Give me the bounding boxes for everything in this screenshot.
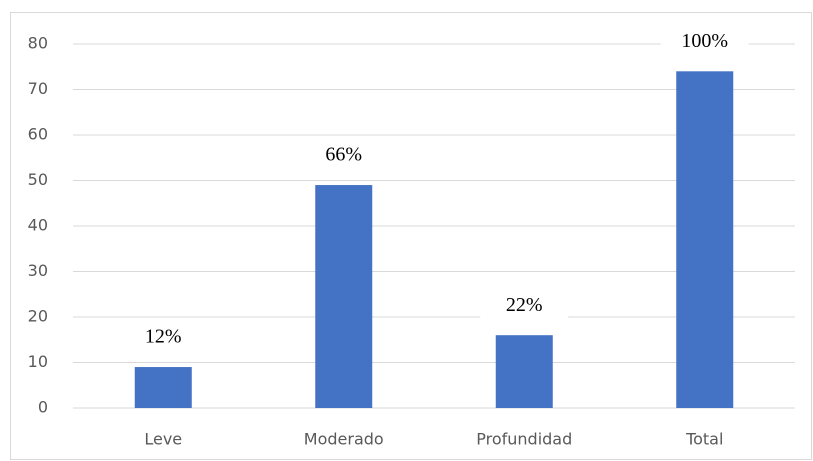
y-tick-label: 40 <box>28 216 48 235</box>
x-tick-label: Profundidad <box>476 430 572 449</box>
y-tick-label: 20 <box>28 307 48 326</box>
y-tick-label: 10 <box>28 352 48 371</box>
bar <box>134 367 192 408</box>
annotation-background <box>299 139 388 174</box>
annotation: 22% <box>506 294 543 316</box>
x-tick-label: Leve <box>144 430 182 449</box>
x-tick-label: Total <box>685 430 723 449</box>
bar <box>495 335 553 408</box>
y-tick-label: 70 <box>28 79 48 98</box>
annotation-background <box>480 289 569 324</box>
annotation: 66% <box>325 144 362 166</box>
annotation: 12% <box>145 326 182 348</box>
y-tick-label: 0 <box>38 398 48 417</box>
annotation-background <box>660 25 749 60</box>
bar <box>676 71 734 409</box>
annotation: 100% <box>681 30 728 52</box>
y-tick-label: 30 <box>28 261 48 280</box>
y-tick-label: 60 <box>28 125 48 144</box>
y-tick-label: 50 <box>28 170 48 189</box>
x-tick-label: Moderado <box>304 430 384 449</box>
y-tick-label: 80 <box>28 34 48 53</box>
bar <box>315 185 373 408</box>
annotation-background <box>119 321 208 356</box>
